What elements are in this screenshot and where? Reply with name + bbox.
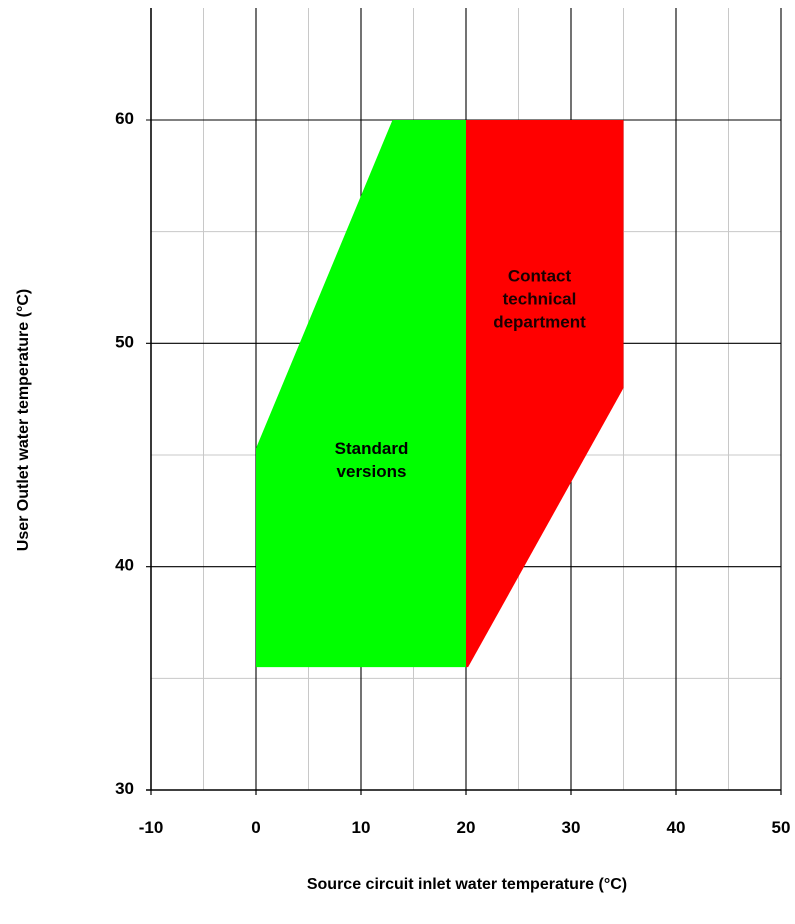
region-label-1: Contact technical department xyxy=(493,267,586,332)
region-contact-technical xyxy=(466,120,624,668)
region-label-line: versions xyxy=(337,462,407,481)
region-label-line: technical xyxy=(503,290,577,309)
x-tick-label: 10 xyxy=(352,818,371,837)
x-tick-label: 0 xyxy=(251,818,260,837)
y-tick-label: 40 xyxy=(115,556,134,575)
x-tick-label: 20 xyxy=(457,818,476,837)
x-axis-title: Source circuit inlet water temperature (… xyxy=(307,876,627,893)
y-axis-title: User Outlet water temperature (°C) xyxy=(15,289,32,551)
x-tick-label: 50 xyxy=(772,818,791,837)
region-label-0: Standard versions xyxy=(335,439,409,481)
regions xyxy=(256,120,624,668)
y-tick-label: 60 xyxy=(115,109,134,128)
region-labels: Standard versions Contact technical departme… xyxy=(335,267,586,481)
region-label-line: Standard xyxy=(335,439,409,458)
y-tick-label: 30 xyxy=(115,779,134,798)
region-standard-versions xyxy=(256,120,466,668)
region-label-line: department xyxy=(493,313,586,332)
x-tick-label: 30 xyxy=(562,818,581,837)
x-tick-label: 40 xyxy=(667,818,686,837)
x-tick-label: -10 xyxy=(139,818,164,837)
y-tick-label: 50 xyxy=(115,332,134,351)
axes xyxy=(146,8,782,795)
tick-labels: -10 0 10 20 30 40 50 30 40 50 60 xyxy=(115,109,790,837)
region-label-line: Contact xyxy=(508,267,572,286)
